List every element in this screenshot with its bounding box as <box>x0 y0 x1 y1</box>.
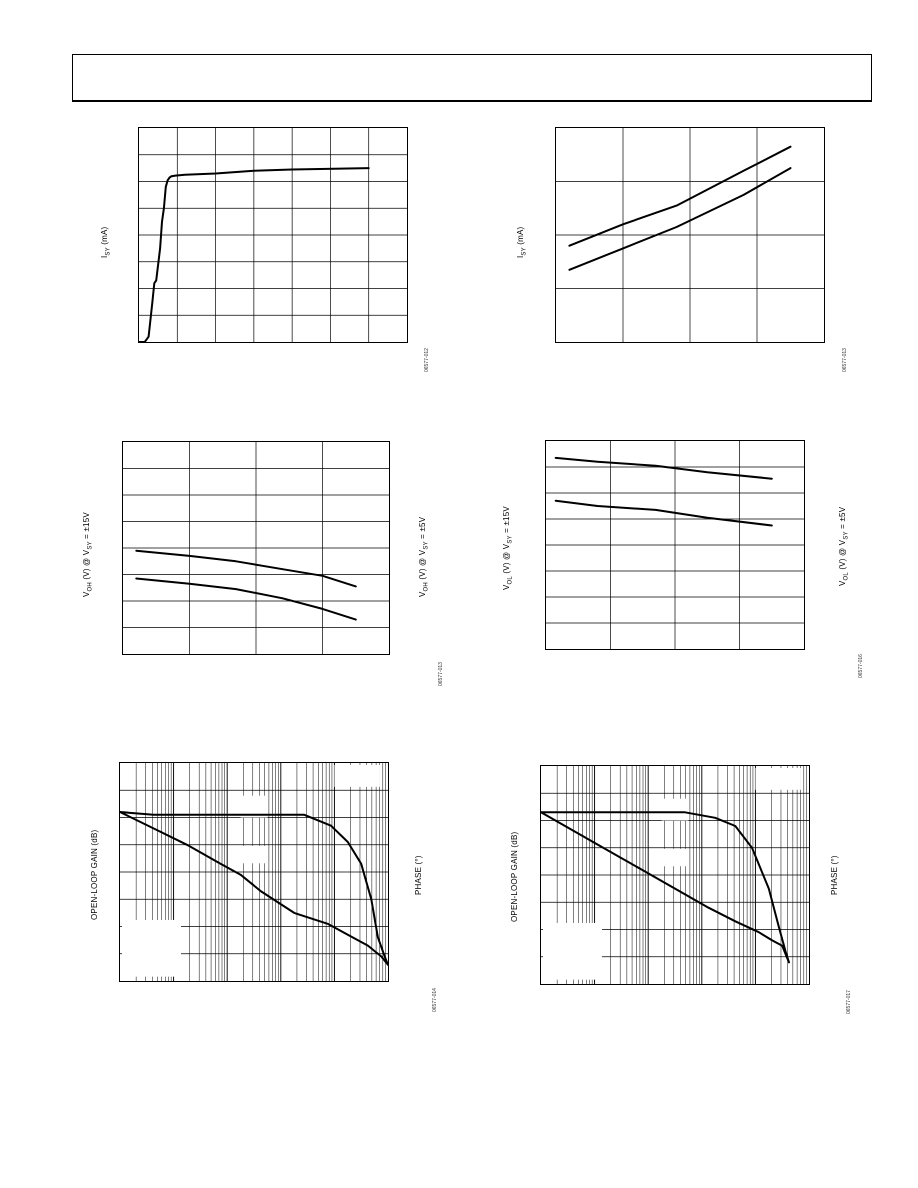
figure-id-c2: 06577-013 <box>842 348 848 372</box>
figure-id-c5: 06577-014 <box>432 988 438 1012</box>
chart-svg <box>119 763 389 981</box>
label-box <box>661 848 689 867</box>
series-line-1 <box>138 167 370 343</box>
series-line-2 <box>540 811 790 964</box>
chart-svg <box>138 128 407 343</box>
chart-svg <box>556 128 824 342</box>
series-line-2 <box>568 167 792 271</box>
chart-svg <box>546 441 804 649</box>
series-line-1 <box>554 456 773 480</box>
right-axis-label-c5: PHASE (°) <box>414 855 423 895</box>
annotation-box <box>543 922 602 980</box>
y-axis-label-c4: VOL (V) @ VSY = ±15V <box>502 506 514 590</box>
series-line-1 <box>119 811 389 966</box>
chart-svg <box>123 442 389 654</box>
chart-isy-right <box>555 127 825 343</box>
series-line-1 <box>540 811 790 964</box>
y-axis-label-c6: OPEN-LOOP GAIN (dB) <box>510 831 519 922</box>
figure-id-c6: 06577-017 <box>846 990 852 1014</box>
legend-box <box>334 765 380 787</box>
figure-id-c1: 06577-012 <box>424 348 430 372</box>
series-line-1 <box>568 145 792 247</box>
chart-voh <box>122 441 390 655</box>
right-axis-label-c6: PHASE (°) <box>830 855 839 895</box>
chart-open-loop-gain-right <box>540 765 810 985</box>
y-axis-label-c1: ISY (mA) <box>100 226 112 258</box>
y-axis-label-c2: ISY (mA) <box>516 226 528 258</box>
label-box <box>661 798 689 821</box>
chart-isy-left <box>138 127 408 343</box>
annotation-box <box>122 919 181 977</box>
legend-box <box>755 768 801 790</box>
figure-id-c3: 06577-013 <box>438 662 444 686</box>
figure-id-c4: 06577-016 <box>858 654 864 678</box>
chart-svg <box>540 766 809 984</box>
right-axis-label-c3: VOH (V) @ VSY = ±5V <box>418 516 430 597</box>
label-box <box>240 795 268 818</box>
series-line-2 <box>119 811 389 966</box>
chart-open-loop-gain-left <box>119 762 389 982</box>
series-line-2 <box>135 577 357 621</box>
right-axis-label-c4: VOL (V) @ VSY = ±5V <box>838 506 850 586</box>
y-axis-label-c3: VOH (V) @ VSY = ±15V <box>82 512 94 597</box>
chart-vol <box>545 440 805 650</box>
page-header-box <box>72 54 872 102</box>
label-box <box>240 845 268 864</box>
series-line-2 <box>554 499 773 527</box>
series-line-1 <box>135 549 357 588</box>
y-axis-label-c5: OPEN-LOOP GAIN (dB) <box>90 829 99 920</box>
